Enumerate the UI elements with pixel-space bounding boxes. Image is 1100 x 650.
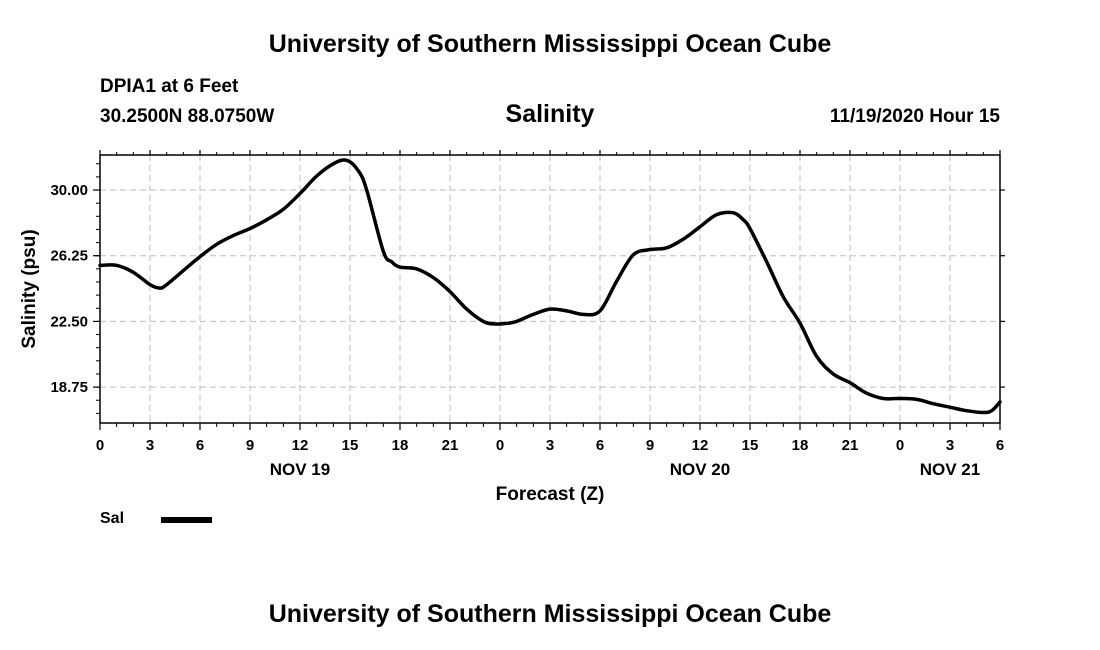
x-tick-label: 0	[896, 437, 904, 454]
axis-labels: 0 3 6 9 12 15 18 21 0 3 6 9 12 15 18 21 0 3 6 NOV 19 NOV 20 N…	[50, 182, 1004, 479]
x-tick-label: 6	[996, 437, 1004, 454]
x-tick-label: 9	[646, 437, 654, 454]
x-tick-label: 3	[946, 437, 954, 454]
x-tick-label: 0	[496, 437, 504, 454]
y-tick-label: 26.25	[50, 248, 88, 265]
x-tick-label: 15	[342, 437, 359, 454]
axis-ticks	[93, 150, 1005, 430]
x-axis-title: Forecast (Z)	[496, 484, 605, 505]
x-tick-label: 6	[196, 437, 204, 454]
chart-series	[98, 158, 1002, 415]
forecast-timestamp: 11/19/2020 Hour 15	[829, 106, 1000, 127]
x-tick-label: 3	[546, 437, 554, 454]
x-tick-label: 0	[96, 437, 104, 454]
y-tick-label: 22.50	[50, 313, 88, 330]
page-title: University of Southern Mississippi Ocean…	[268, 30, 832, 58]
x-tick-label: 21	[442, 437, 459, 454]
x-date-label: NOV 21	[920, 460, 980, 479]
chart-grid	[100, 155, 1000, 423]
series-line-sal	[98, 158, 1002, 415]
x-tick-label: 18	[392, 437, 409, 454]
station-label: DPIA1 at 6 Feet	[100, 76, 239, 97]
legend-series-swatch	[161, 517, 212, 523]
y-tick-label: 30.00	[50, 182, 88, 199]
x-tick-label: 3	[146, 437, 154, 454]
station-coordinates: 30.2500N 88.0750W	[100, 106, 275, 127]
x-date-label: NOV 20	[670, 460, 730, 479]
chart-title: Salinity	[505, 100, 595, 128]
legend-series-label: Sal	[100, 510, 125, 527]
y-tick-label: 18.75	[50, 379, 88, 396]
footer-title: University of Southern Mississippi Ocean…	[268, 600, 832, 628]
x-tick-label: 15	[742, 437, 759, 454]
x-tick-label: 6	[596, 437, 604, 454]
x-tick-label: 9	[246, 437, 254, 454]
x-tick-label: 21	[842, 437, 859, 454]
x-tick-label: 12	[692, 437, 709, 454]
x-tick-label: 18	[792, 437, 809, 454]
x-date-label: NOV 19	[270, 460, 330, 479]
x-tick-label: 12	[292, 437, 309, 454]
y-axis-title: Salinity (psu)	[19, 229, 40, 348]
